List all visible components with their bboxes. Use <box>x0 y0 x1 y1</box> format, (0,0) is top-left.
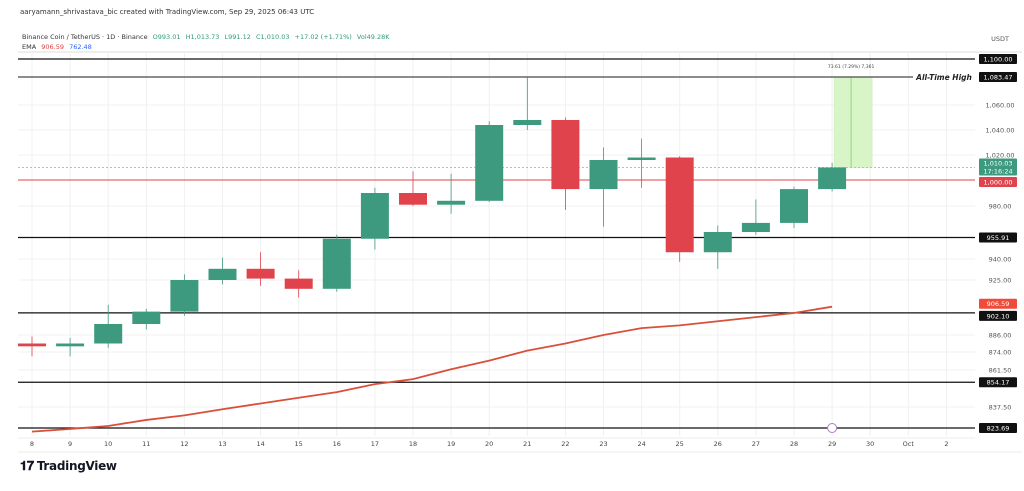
level-price-label: 1,083.47 <box>984 74 1013 82</box>
x-tick-label: 17 <box>371 440 379 448</box>
candle-down <box>551 120 580 190</box>
candle-up <box>94 324 123 344</box>
candle-up <box>703 232 732 253</box>
tv-logo-icon: 𝟏𝟕 <box>20 459 34 474</box>
candle-up <box>56 343 85 347</box>
candle-down <box>284 278 313 289</box>
y-tick-label: 980.00 <box>989 203 1012 211</box>
support-price-label: 1,000.00 <box>984 179 1013 187</box>
level-price-label-bg <box>979 310 1017 321</box>
x-tick-label: 25 <box>676 440 684 448</box>
x-tick-label: 11 <box>142 440 150 448</box>
measure-box <box>833 76 873 168</box>
ema-value-2: 762.48 <box>69 43 92 51</box>
level-price-label: 823.69 <box>987 425 1010 433</box>
x-tick-label: 27 <box>752 440 760 448</box>
candle-up <box>360 193 389 239</box>
x-tick-label: 28 <box>790 440 798 448</box>
candle-up <box>818 167 847 190</box>
candle-down <box>246 268 275 279</box>
ema-value-1: 906.59 <box>41 43 64 51</box>
candle-up <box>741 222 770 232</box>
candle-up <box>513 120 542 125</box>
ema-line <box>31 305 833 433</box>
candle-up <box>170 280 199 312</box>
y-tick-label: 1,020.00 <box>986 152 1015 160</box>
attribution: aaryamann_shrivastava_bic created with T… <box>20 8 315 16</box>
x-tick-label: 29 <box>828 440 836 448</box>
candle-down <box>665 157 694 253</box>
x-tick-label: 18 <box>409 440 417 448</box>
measure-label: 73.61 (7.29%) 7,361 <box>828 64 875 70</box>
x-tick-label: 16 <box>333 440 341 448</box>
y-tick-label: 861.50 <box>989 367 1012 375</box>
candle-up <box>208 268 237 280</box>
x-tick-label: 22 <box>561 440 569 448</box>
low-value: L991.12 <box>224 33 251 41</box>
x-tick-label: 15 <box>295 440 303 448</box>
close-value: C1,010.03 <box>255 33 290 41</box>
x-tick-label: 24 <box>637 440 645 448</box>
ema-label[interactable]: EMA <box>22 43 37 51</box>
last-price-label-bg <box>979 158 1017 176</box>
level-price-label: 1,100.00 <box>984 56 1013 64</box>
ema-price-label-bg <box>979 298 1017 309</box>
level-price-label-bg <box>979 54 1017 64</box>
y-tick-label: 886.00 <box>989 332 1012 340</box>
level-price-label-bg <box>979 377 1017 388</box>
candle-up <box>780 189 808 223</box>
y-axis-unit: USDT <box>991 35 1009 43</box>
level-price-label: 854.17 <box>987 379 1010 387</box>
ath-annotation: All-Time High <box>915 73 972 82</box>
x-tick-label: 10 <box>104 440 112 448</box>
level-price-label-bg <box>979 232 1017 243</box>
x-tick-label: 2 <box>944 440 948 448</box>
x-tick-label: 9 <box>68 440 72 448</box>
candle-up <box>322 238 351 289</box>
level-price-label: 955.91 <box>987 234 1010 242</box>
ema-price-label: 906.59 <box>987 300 1010 308</box>
candle-up <box>627 157 656 160</box>
y-tick-label: 1,040.00 <box>986 127 1015 135</box>
candle-up <box>475 125 504 201</box>
level-price-label-bg <box>979 423 1017 433</box>
x-tick-label: 14 <box>256 440 264 448</box>
countdown-label: 17:16:24 <box>983 167 1012 175</box>
high-value: H1,013.73 <box>185 33 220 41</box>
x-tick-label: 8 <box>30 440 34 448</box>
candle-down <box>399 193 427 205</box>
x-tick-label: 23 <box>599 440 607 448</box>
level-price-label-bg <box>979 72 1017 82</box>
open-value: O993.01 <box>152 33 181 41</box>
legend-ohlc: Binance Coin / TetherUS · 1D · Binance O… <box>22 33 393 41</box>
x-tick-label: 21 <box>523 440 531 448</box>
x-tick-label: Oct <box>903 440 915 448</box>
change-value: +17.02 (+1.71%) <box>294 33 352 41</box>
candle-up <box>437 200 466 205</box>
y-tick-label: 925.00 <box>989 277 1012 285</box>
y-tick-label: 874.00 <box>989 349 1012 357</box>
logo-text: TradingView <box>36 459 117 473</box>
candle-up <box>589 160 618 190</box>
y-tick-label: 1,060.00 <box>986 102 1015 110</box>
tradingview-logo: 𝟏𝟕 TradingView <box>20 459 117 474</box>
symbol-name[interactable]: Binance Coin / TetherUS · 1D · Binance <box>22 33 148 41</box>
support-price-label-bg <box>979 177 1017 187</box>
legend-ema: EMA 906.59 762.48 <box>22 43 95 51</box>
event-marker-icon <box>827 423 838 433</box>
x-tick-label: 20 <box>485 440 493 448</box>
y-tick-label: 940.00 <box>989 256 1012 264</box>
x-tick-label: 13 <box>218 440 226 448</box>
candle-down <box>18 343 46 347</box>
level-price-label: 902.10 <box>987 312 1010 320</box>
y-tick-label: 837.50 <box>989 404 1012 412</box>
x-tick-label: 12 <box>180 440 188 448</box>
last-price-label: 1,010.03 <box>984 159 1013 167</box>
x-tick-label: 19 <box>447 440 455 448</box>
volume-value: Vol49.28K <box>356 33 390 41</box>
candle-up <box>132 311 161 324</box>
x-tick-label: 26 <box>714 440 722 448</box>
x-tick-label: 30 <box>866 440 874 448</box>
